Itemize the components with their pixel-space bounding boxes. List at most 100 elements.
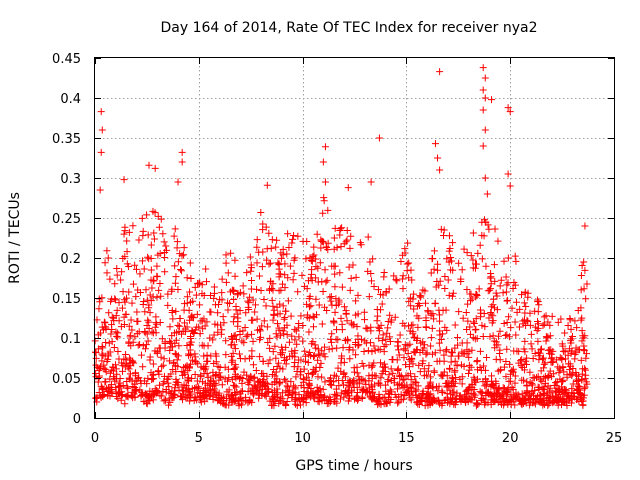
data-point [125,365,133,373]
data-point [172,336,180,344]
data-point [211,371,219,379]
data-point [180,306,188,314]
data-point [507,324,515,332]
data-point [193,310,201,318]
data-point [476,347,484,355]
data-point [293,402,301,410]
data-point [445,364,453,372]
data-point [539,354,547,362]
data-point [306,381,314,389]
data-point [391,313,399,321]
data-point [248,277,256,285]
data-point [264,338,272,346]
data-point [210,283,218,291]
data-point [131,377,139,385]
data-point [319,209,327,217]
data-point [374,345,382,353]
data-point [540,360,548,368]
data-point [373,305,381,313]
data-point [136,270,144,278]
data-point [504,254,512,262]
data-point [238,379,246,387]
data-point [454,341,462,349]
data-point [472,290,480,298]
data-point [515,323,523,331]
data-point [580,285,588,293]
data-point [200,352,208,360]
data-point [268,284,276,292]
data-point [522,392,530,400]
data-point [430,247,438,255]
data-point [306,348,314,356]
data-point [429,255,437,263]
data-point [382,336,390,344]
data-point [129,280,137,288]
data-point [396,331,404,339]
data-point [521,288,529,296]
data-point [458,380,466,388]
data-point [196,301,204,309]
data-point [284,274,292,282]
data-point [477,389,485,397]
data-point [399,272,407,280]
data-point [153,320,161,328]
data-point [577,356,585,364]
data-point [256,386,264,394]
data-point [142,391,150,399]
data-point [436,311,444,319]
data-point [214,309,222,317]
data-point [487,393,495,401]
data-point [495,392,503,400]
data-point [539,401,547,409]
data-point [236,390,244,398]
data-point [446,400,454,408]
data-point [249,296,257,304]
data-point [546,321,554,329]
data-point [321,266,329,274]
data-point [192,291,200,299]
data-point [198,341,206,349]
data-point [211,301,219,309]
data-point [446,386,454,394]
data-point [122,360,130,368]
data-point [553,397,561,405]
data-point [279,302,287,310]
data-point [330,319,338,327]
data-point [490,295,498,303]
data-point [282,360,290,368]
data-point [115,379,123,387]
data-point [516,396,524,404]
data-point [411,387,419,395]
data-point [110,317,118,325]
data-point [414,323,422,331]
data-point [464,385,472,393]
data-point [566,316,574,324]
data-point [509,385,517,393]
data-point [232,306,240,314]
data-point [103,358,111,366]
data-point [431,140,439,148]
data-point [136,288,144,296]
data-point [330,371,338,379]
data-point [168,332,176,340]
data-point [181,319,189,327]
data-point [274,310,282,318]
data-point [312,363,320,371]
data-point [98,350,106,358]
data-point [425,382,433,390]
data-point [472,378,480,386]
data-point [171,225,179,233]
data-point [235,350,243,358]
data-point [424,391,432,399]
data-point [330,245,338,253]
data-point [571,317,579,325]
data-point [164,301,172,309]
data-point [173,238,181,246]
data-point [551,396,559,404]
data-point [291,325,299,333]
data-point [181,325,189,333]
data-point [179,387,187,395]
data-point [355,376,363,384]
data-point [566,337,574,345]
data-point [262,392,270,400]
